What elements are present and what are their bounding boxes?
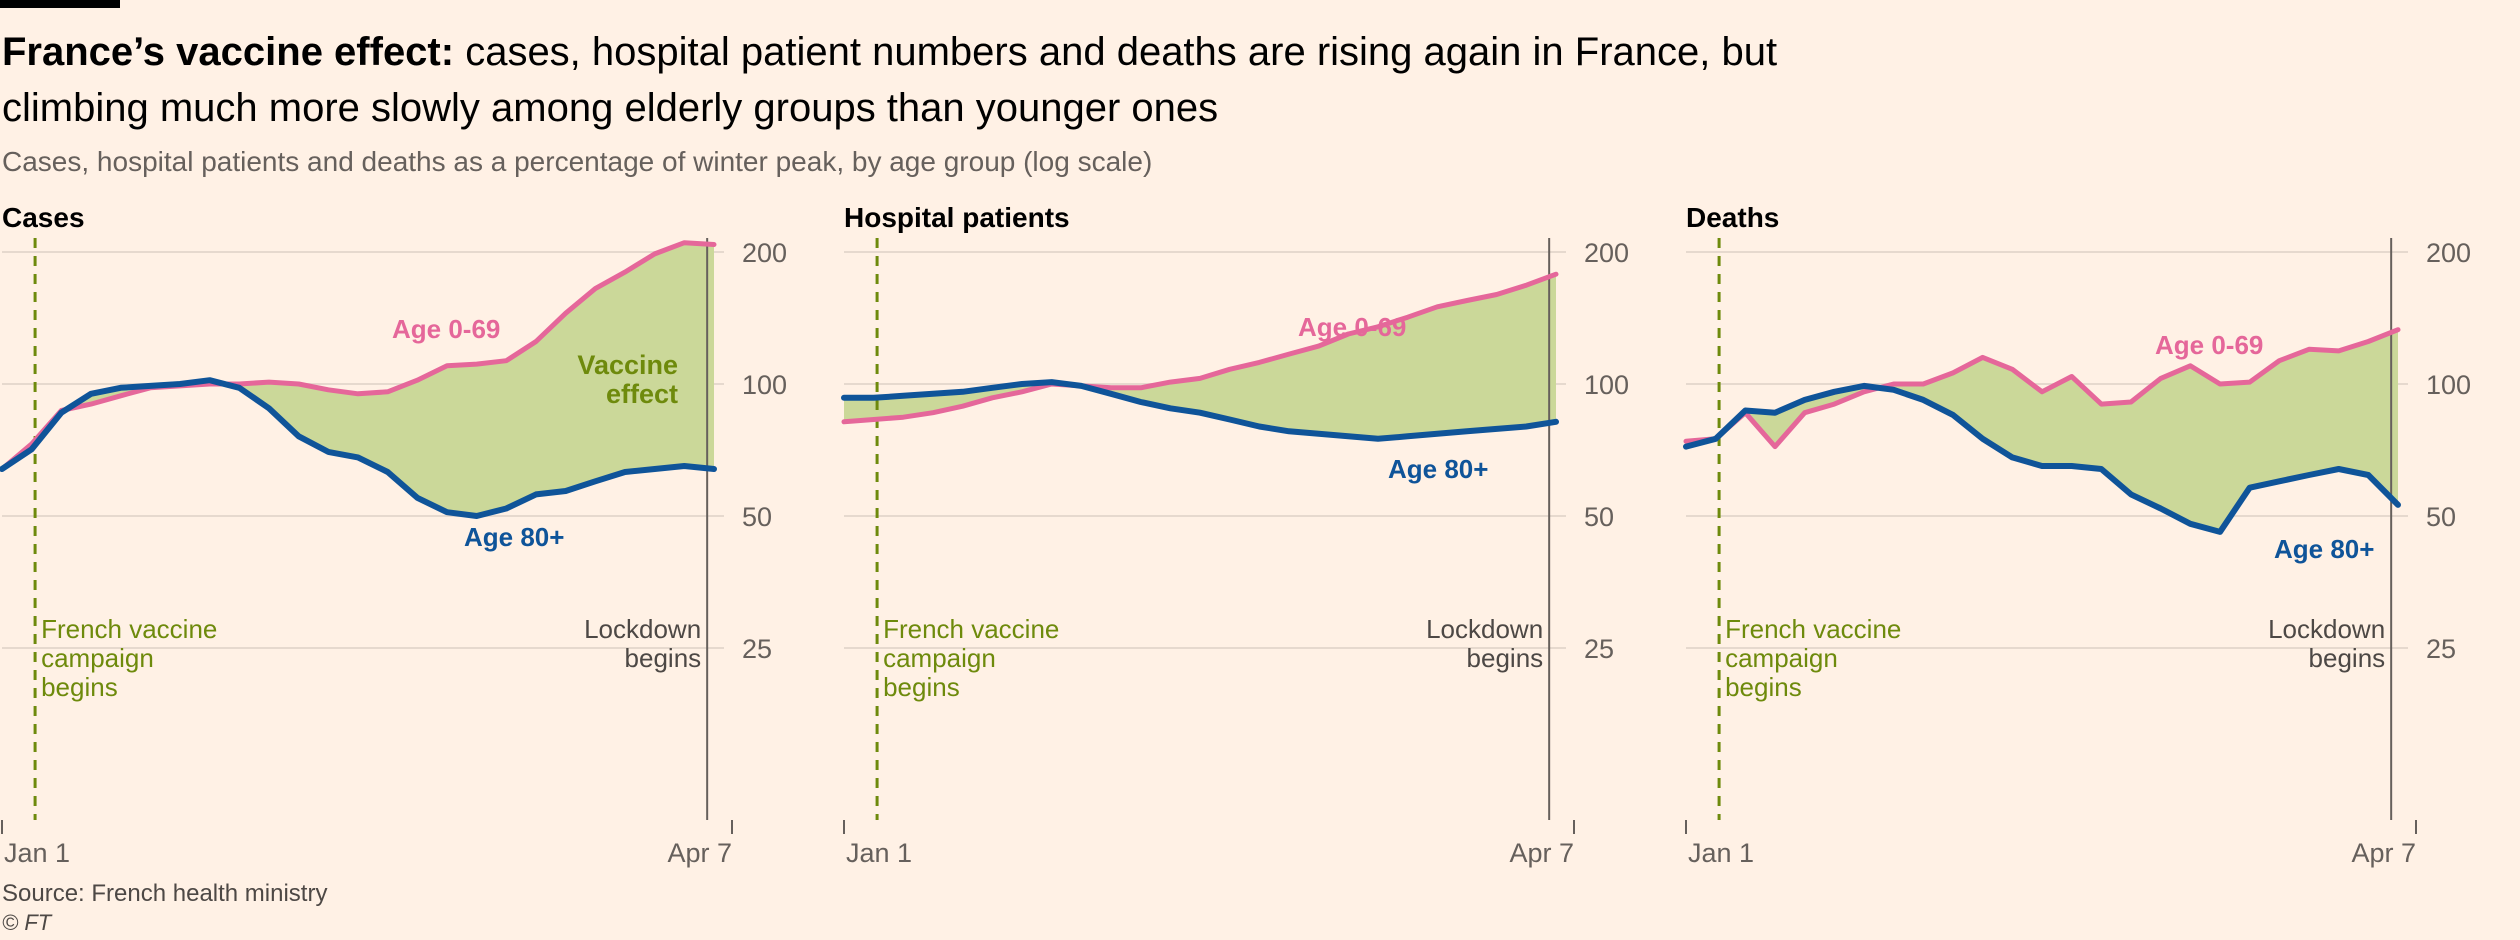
series-label-age-80-plus: Age 80+ bbox=[464, 522, 564, 552]
vaccine-label: French vaccine bbox=[1725, 614, 1901, 644]
headline-bold: France’s vaccine effect: bbox=[2, 30, 455, 74]
series-label-age-0-69: Age 0-69 bbox=[392, 314, 500, 344]
y-tick-label: 50 bbox=[1584, 502, 1614, 532]
panel-title-hospital: Hospital patients bbox=[844, 202, 1070, 233]
chart-headline: France’s vaccine effect: cases, hospital… bbox=[2, 24, 1902, 136]
lockdown-label: begins bbox=[1467, 643, 1544, 673]
y-tick-label: 100 bbox=[1584, 370, 1629, 400]
source-note: Source: French health ministry bbox=[2, 880, 328, 907]
x-tick-label: Jan 1 bbox=[1688, 838, 1754, 868]
panel-title-cases: Cases bbox=[2, 202, 85, 233]
y-tick-label: 100 bbox=[742, 370, 787, 400]
y-tick-label: 25 bbox=[2426, 634, 2456, 664]
vaccine-label: French vaccine bbox=[883, 614, 1059, 644]
series-label-age-0-69: Age 0-69 bbox=[2155, 330, 2263, 360]
y-tick-label: 50 bbox=[2426, 502, 2456, 532]
panel-title-deaths: Deaths bbox=[1686, 202, 1780, 233]
series-label-age-0-69: Age 0-69 bbox=[1298, 312, 1406, 342]
y-tick-label: 25 bbox=[1584, 634, 1614, 664]
vaccine-effect-label: effect bbox=[606, 379, 678, 409]
series-line-age-0-69 bbox=[0, 240, 717, 472]
vaccine-label: begins bbox=[883, 672, 960, 702]
series-line-age-80-plus bbox=[0, 377, 717, 519]
lockdown-label: Lockdown bbox=[584, 614, 701, 644]
vaccine-effect-area bbox=[1686, 329, 2398, 532]
lockdown-label: begins bbox=[2309, 643, 2386, 673]
y-tick-label: 25 bbox=[742, 634, 772, 664]
ft-brand-bar bbox=[0, 0, 120, 8]
x-tick-label: Apr 7 bbox=[667, 838, 732, 868]
x-tick-label: Apr 7 bbox=[1509, 838, 1574, 868]
y-tick-label: 100 bbox=[2426, 370, 2471, 400]
series-line-age-80-plus bbox=[841, 379, 1559, 442]
vaccine-label: campaign bbox=[41, 643, 154, 673]
series-line-age-80-plus bbox=[1683, 382, 2401, 535]
y-tick-label: 50 bbox=[742, 502, 772, 532]
lockdown-label: begins bbox=[625, 643, 702, 673]
y-tick-label: 200 bbox=[1584, 238, 1629, 268]
y-tick-label: 200 bbox=[2426, 238, 2471, 268]
series-label-age-80-plus: Age 80+ bbox=[1388, 454, 1488, 484]
headline-rest: cases, hospital patient numbers and deat… bbox=[2, 30, 1778, 130]
x-tick-label: Jan 1 bbox=[4, 838, 70, 868]
y-tick-label: 200 bbox=[742, 238, 787, 268]
chart-subtitle: Cases, hospital patients and deaths as a… bbox=[2, 146, 1153, 177]
copyright: © FT bbox=[2, 910, 52, 935]
vaccine-label: begins bbox=[1725, 672, 1802, 702]
lockdown-label: Lockdown bbox=[1426, 614, 1543, 644]
vaccine-effect-label: Vaccine bbox=[577, 350, 678, 380]
series-line-age-0-69 bbox=[841, 271, 1559, 425]
x-tick-label: Apr 7 bbox=[2351, 838, 2416, 868]
x-tick-label: Jan 1 bbox=[846, 838, 912, 868]
vaccine-effect-area bbox=[2, 242, 714, 516]
vaccine-label: begins bbox=[41, 672, 118, 702]
vaccine-effect-area bbox=[844, 274, 1556, 439]
vaccine-label: campaign bbox=[883, 643, 996, 673]
vaccine-label: French vaccine bbox=[41, 614, 217, 644]
lockdown-label: Lockdown bbox=[2268, 614, 2385, 644]
series-line-age-0-69 bbox=[1683, 327, 2401, 450]
series-label-age-80-plus: Age 80+ bbox=[2274, 534, 2374, 564]
vaccine-label: campaign bbox=[1725, 643, 1838, 673]
